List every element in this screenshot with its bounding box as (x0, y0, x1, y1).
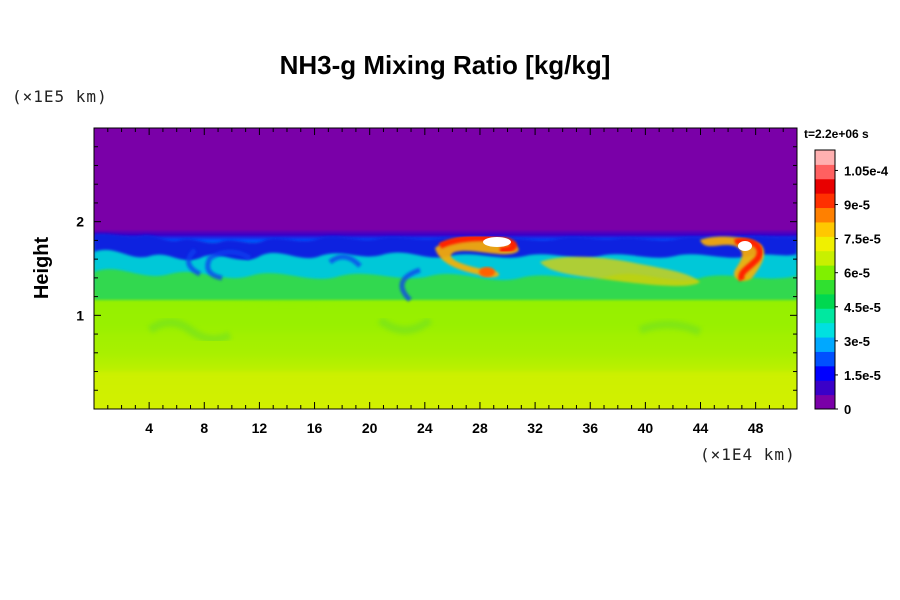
heatmap-high-zone-left (435, 237, 519, 278)
colorbar-swatch (815, 236, 835, 252)
colorbar-swatch (815, 207, 835, 223)
colorbar-tick-label: 0 (844, 402, 851, 417)
y-axis: 12 (76, 146, 797, 391)
colorbar-swatch (815, 322, 835, 338)
heatmap-local-max (479, 267, 495, 277)
heatmap-peak-right (738, 241, 752, 251)
colorbar-swatch (815, 394, 835, 410)
colorbar-swatch (815, 351, 835, 367)
colorbar-swatch (815, 380, 835, 396)
heatmap-mid-orange-zone (540, 256, 700, 286)
x-axis: 4 8 12 16 20 24 28 32 36 40 44 48 (107, 128, 784, 436)
chart-title: NH3-g Mixing Ratio [kg/kg] (280, 50, 611, 80)
colorbar-frame (814, 149, 836, 410)
heatmap-lower-band (94, 372, 797, 409)
heatmap-swirls (186, 248, 421, 302)
colorbar-swatch (815, 221, 835, 237)
colorbar-tick-label: 1.05e-4 (844, 163, 889, 178)
x-axis-unit: (×1E4 km) (700, 445, 796, 464)
colorbar-tick-label: 4.5e-5 (844, 300, 881, 315)
heatmap-mid-band (94, 296, 797, 330)
colorbar-swatch (815, 250, 835, 266)
y-axis-label: Height (31, 237, 53, 300)
colorbar-swatch (815, 178, 835, 194)
x-tick-label: 36 (582, 420, 598, 436)
x-tick-label: 12 (252, 420, 268, 436)
colorbar-swatch (815, 293, 835, 309)
plot-frame (93, 127, 798, 410)
colorbar-tick-label: 6e-5 (844, 266, 870, 281)
colorbar-tick-label: 9e-5 (844, 198, 870, 213)
heatmap-field (94, 128, 797, 409)
colorbar-swatch (815, 150, 835, 165)
x-tick-label: 44 (693, 420, 709, 436)
colorbar-swatch (815, 193, 835, 209)
x-tick-label: 40 (638, 420, 654, 436)
colorbar-swatch (815, 164, 835, 180)
x-tick-label: 20 (362, 420, 378, 436)
colorbar-swatch (815, 308, 835, 324)
heatmap-peak-left (483, 237, 511, 247)
colorbar: 0 1.5e-5 3e-5 4.5e-5 6e-5 7.5e-5 9e-5 1.05e-4 (814, 149, 889, 417)
x-tick-label: 8 (200, 420, 208, 436)
y-tick-label: 2 (76, 214, 84, 230)
heatmap-green-patches (147, 316, 702, 343)
x-tick-label: 16 (307, 420, 323, 436)
colorbar-swatch (815, 265, 835, 280)
x-tick-label: 28 (472, 420, 488, 436)
colorbar-swatch (815, 279, 835, 295)
time-label: t=2.2e+06 s (804, 127, 869, 141)
colorbar-swatch (815, 365, 835, 381)
x-tick-label: 48 (748, 420, 764, 436)
y-axis-unit: (×1E5 km) (12, 87, 108, 106)
colorbar-tick-label: 7.5e-5 (844, 232, 881, 247)
colorbar-tick-label: 1.5e-5 (844, 368, 881, 383)
x-tick-label: 24 (417, 420, 433, 436)
y-tick-label: 1 (76, 307, 84, 323)
x-tick-label: 32 (527, 420, 543, 436)
colorbar-swatch (815, 337, 835, 352)
x-tick-label: 4 (145, 420, 153, 436)
colorbar-tick-label: 3e-5 (844, 334, 870, 349)
